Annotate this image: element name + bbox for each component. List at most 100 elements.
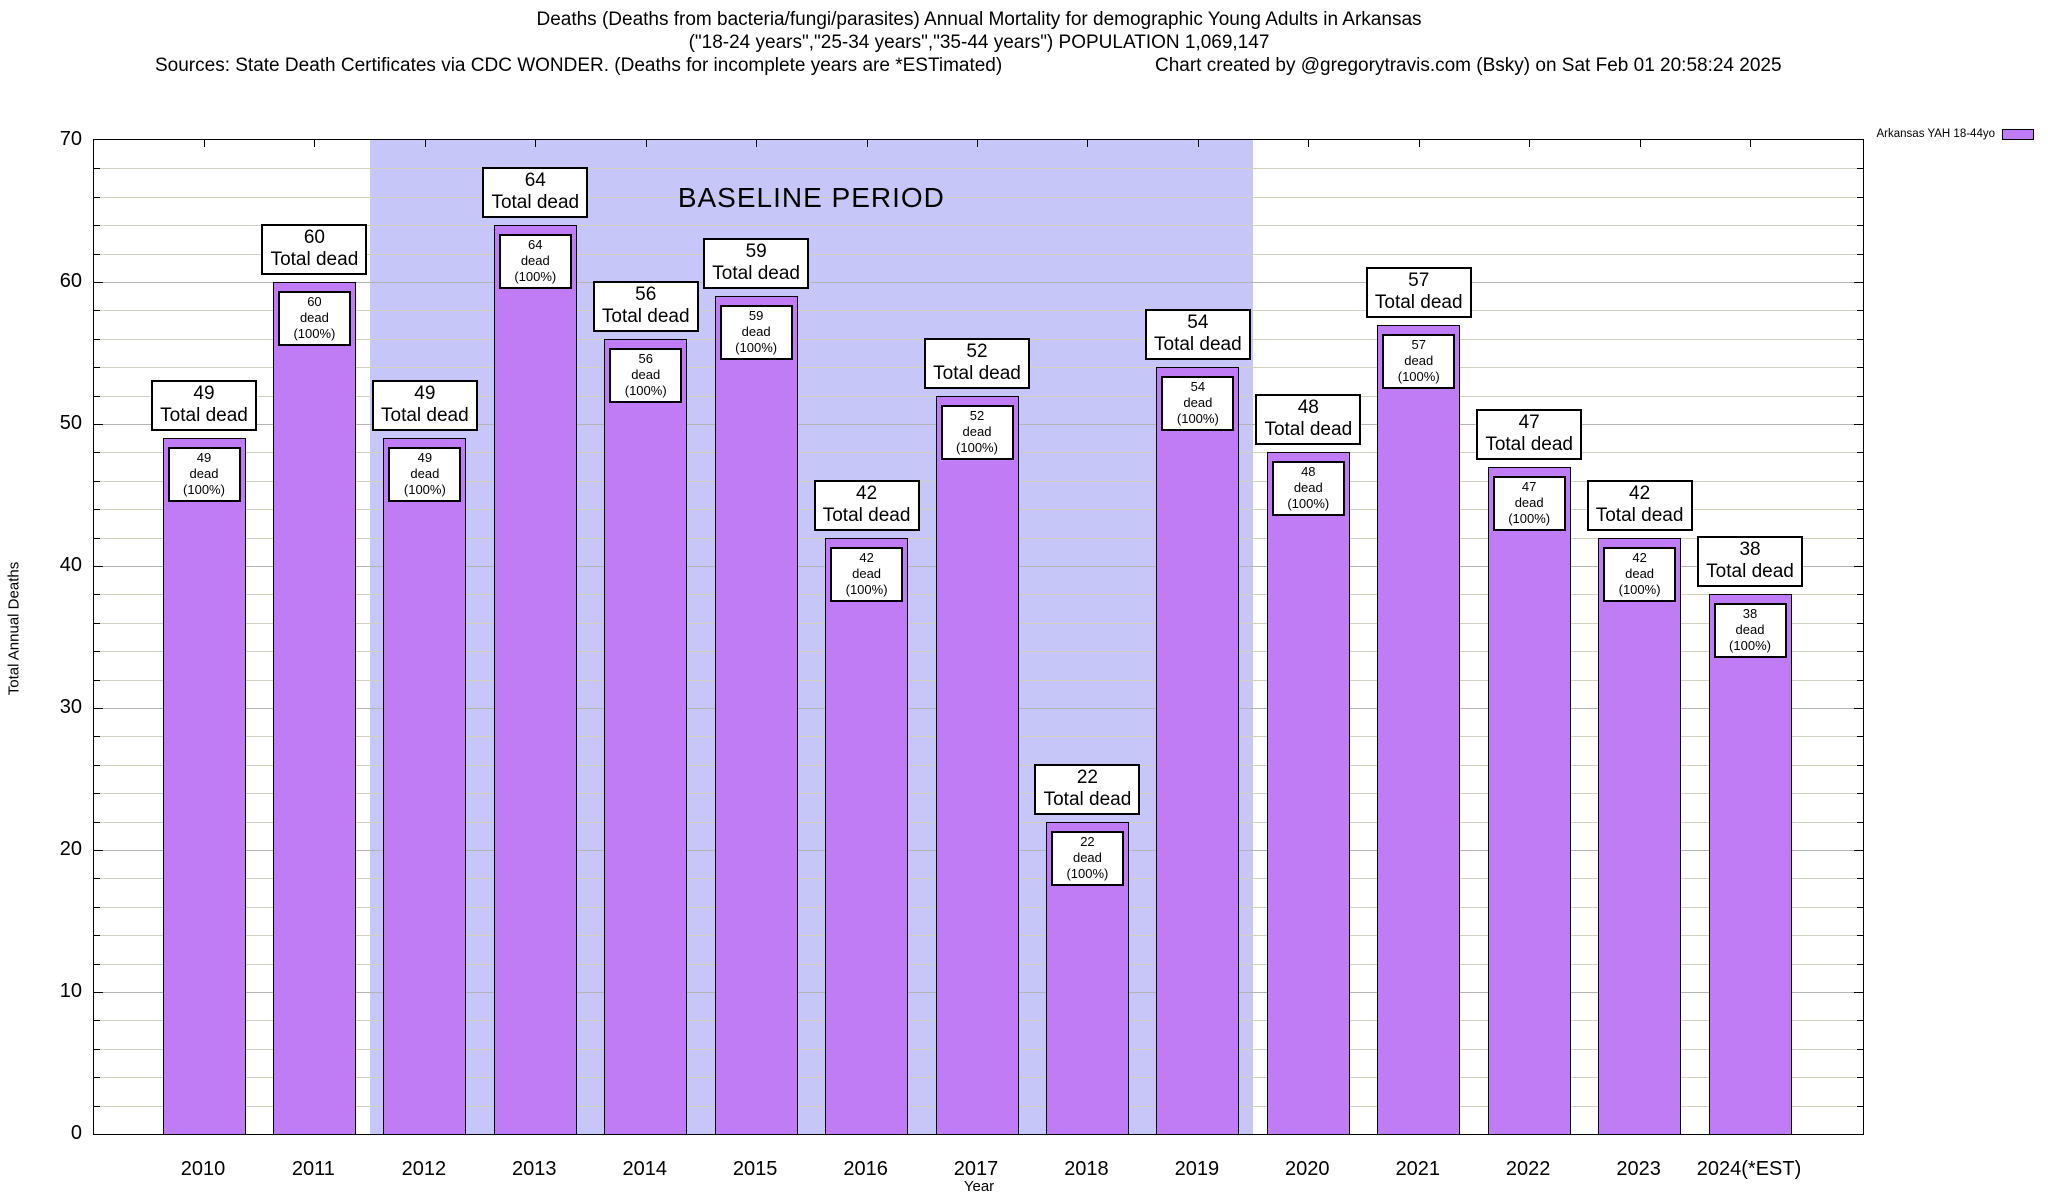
bar-inner-label: 54 dead (100%): [1161, 376, 1235, 432]
bar-inner-value: 49: [417, 450, 433, 466]
bar-inner-value: 56: [638, 350, 653, 366]
bar-2016: 42 dead (100%): [825, 537, 909, 1134]
x-tick-label: 2014: [622, 1158, 667, 1180]
bar-2017: 52 dead (100%): [935, 395, 1019, 1134]
bar-total-label: 49 Total dead: [371, 380, 478, 432]
bar-total-value: 59: [745, 241, 767, 263]
gridline-minor: [94, 168, 1863, 170]
x-tick-mark: [1529, 140, 1531, 147]
y-tick-label: 10: [59, 980, 82, 1002]
y-tick-mark: [94, 622, 100, 624]
y-tick-mark: [1857, 509, 1863, 511]
bar-inner-label: 49 dead (100%): [167, 447, 241, 503]
y-tick-mark: [1857, 196, 1863, 198]
x-tick-label: 2016: [843, 1158, 888, 1180]
y-tick-mark: [94, 566, 103, 567]
bar-total-label: 60 Total dead: [261, 224, 368, 275]
legend-label: Arkansas YAH 18-44yo: [1876, 128, 1995, 140]
gridline-major: [94, 282, 1863, 283]
y-tick-mark: [1857, 594, 1863, 596]
chart-title-line2: ("18-24 years","25-34 years","35-44 year…: [688, 32, 1270, 53]
x-tick-mark: [1750, 140, 1752, 147]
bar-total-value: 57: [1408, 269, 1430, 291]
y-tick-mark: [94, 537, 100, 539]
y-tick-mark: [1857, 1020, 1863, 1022]
bar-inner-caption: dead (100%): [845, 565, 888, 597]
legend-swatch-icon: [2002, 128, 2034, 140]
bar-inner-value: 49: [196, 450, 212, 466]
x-tick-label: 2015: [732, 1158, 778, 1180]
y-tick-mark: [1857, 338, 1863, 340]
bar-2013: 64 dead (100%): [493, 225, 577, 1134]
bar-inner-caption: dead (100%): [1508, 494, 1551, 526]
bar-total-caption: Total dead: [1264, 419, 1353, 441]
y-tick-mark: [1854, 282, 1863, 283]
bar-total-label: 54 Total dead: [1144, 309, 1251, 361]
y-tick-mark: [1857, 622, 1863, 624]
y-tick-mark: [94, 1105, 100, 1107]
y-tick-label: 40: [59, 554, 82, 576]
bar-2022: 47 dead (100%): [1487, 466, 1571, 1134]
bar-2023: 42 dead (100%): [1598, 537, 1682, 1134]
sources-note: Sources: State Death Certificates via CD…: [155, 55, 1003, 76]
bar-inner-caption: dead (100%): [1397, 352, 1440, 384]
bar-total-value: 49: [414, 383, 436, 405]
bar-total-label: 64 Total dead: [482, 167, 589, 219]
bar-inner-caption: dead (100%): [1729, 622, 1771, 654]
y-tick-mark: [94, 480, 100, 482]
bar-2020: 48 dead (100%): [1266, 452, 1350, 1134]
y-tick-mark: [1857, 651, 1863, 653]
y-tick-mark: [94, 1020, 100, 1022]
y-tick-label: 30: [59, 696, 82, 718]
y-tick-mark: [94, 708, 103, 709]
chart-title-line1: Deaths (Deaths from bacteria/fungi/paras…: [536, 9, 1422, 30]
bar-inner-value: 57: [1411, 336, 1426, 352]
y-tick-mark: [1857, 1048, 1863, 1050]
y-tick-mark: [1857, 1105, 1863, 1107]
y-tick-mark: [1857, 878, 1863, 880]
legend: Arkansas YAH 18-44yo: [1877, 128, 2034, 140]
gridline-minor: [94, 196, 1863, 198]
bar-2015: 59 dead (100%): [714, 296, 798, 1134]
y-tick-mark: [94, 395, 100, 397]
x-tick-label: 2017: [953, 1158, 999, 1180]
bar-inner-label: 22 dead (100%): [1050, 830, 1124, 886]
x-tick-label: 2012: [401, 1158, 447, 1180]
y-tick-mark: [1857, 253, 1863, 255]
x-tick-label: 2010: [180, 1158, 226, 1180]
bar-inner-caption: dead (100%): [956, 423, 998, 455]
x-tick-mark: [1639, 140, 1641, 147]
bar-total-label: 22 Total dead: [1034, 763, 1141, 815]
x-tick-label: 2023: [1616, 1158, 1661, 1180]
bar-total-caption: Total dead: [160, 405, 248, 427]
bar-total-caption: Total dead: [381, 405, 469, 427]
x-tick-mark: [1197, 140, 1199, 147]
plot-area: 49 dead (100%) 49 Total dead 60 dead (100%) 60…: [93, 139, 1864, 1135]
bar-total-value: 48: [1297, 397, 1319, 419]
y-tick-mark: [1857, 537, 1863, 539]
gridline-minor: [94, 253, 1863, 255]
bar-total-caption: Total dead: [1485, 433, 1573, 455]
bar-total-label: 42 Total dead: [813, 479, 920, 531]
bar-inner-label: 57 dead (100%): [1382, 333, 1456, 389]
x-tick-label: 2013: [512, 1158, 557, 1180]
bar-inner-label: 59 dead (100%): [719, 305, 793, 361]
bar-inner-label: 42 dead (100%): [1603, 546, 1677, 602]
y-tick-mark: [1857, 1077, 1863, 1079]
y-tick-mark: [1857, 310, 1863, 312]
y-tick-mark: [94, 1077, 100, 1079]
y-tick-mark: [94, 282, 103, 283]
y-tick-mark: [1857, 935, 1863, 937]
bar-total-caption: Total dead: [712, 263, 800, 285]
y-tick-mark: [94, 424, 103, 425]
y-tick-mark: [1857, 395, 1863, 397]
bar-total-value: 42: [1629, 482, 1651, 504]
y-tick-mark: [94, 963, 100, 965]
bar-total-caption: Total dead: [1595, 504, 1684, 526]
bar-2021: 57 dead (100%): [1377, 324, 1461, 1134]
bar-inner-caption: dead (100%): [403, 466, 446, 498]
y-tick-mark: [1854, 566, 1863, 567]
bar-2010: 49 dead (100%): [162, 438, 246, 1134]
x-tick-mark: [645, 140, 647, 147]
bar-inner-value: 38: [1742, 606, 1758, 622]
